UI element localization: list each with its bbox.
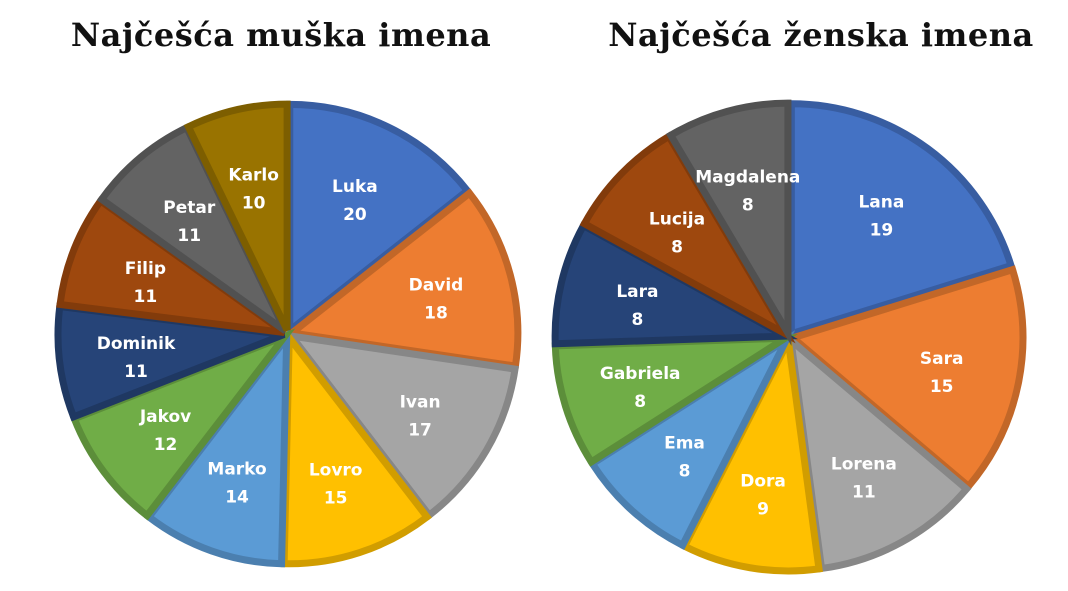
slice-value-label: 8	[679, 462, 691, 482]
slice-value-label: 17	[408, 421, 432, 441]
slice-name-label: Magdalena	[695, 168, 800, 188]
slice-name-label: Jakov	[139, 407, 191, 427]
slice-value-label: 8	[634, 392, 646, 412]
slice-value-label: 8	[632, 310, 644, 330]
slice-value-label: 20	[343, 205, 367, 225]
slice-value-label: 11	[177, 226, 201, 246]
slice-value-label: 19	[870, 221, 894, 241]
pie-slice-dora	[679, 329, 823, 575]
pie-slice-ivan	[283, 331, 519, 521]
pie-slice-gabriela	[551, 334, 798, 467]
slice-name-label: Dora	[740, 472, 786, 492]
slice-name-label: Luka	[332, 177, 378, 197]
male-names-chart: Najčešća muška imena Luka 20 David 18 Ivan 17…	[54, 16, 522, 568]
slice-name-label: Karlo	[228, 166, 279, 186]
slice-name-label: Lucija	[649, 210, 705, 230]
slice-name-label: Lara	[616, 282, 658, 302]
slice-value-label: 8	[742, 196, 754, 216]
pie-slice-filip	[56, 196, 287, 337]
slice-name-label: Gabriela	[600, 364, 681, 384]
pie-slice-magdalena	[665, 99, 792, 346]
slice-value-label: 8	[671, 238, 683, 258]
slice-value-label: 10	[242, 194, 266, 214]
slice-value-label: 9	[757, 500, 769, 520]
pie-slice-lorena	[786, 331, 972, 573]
slice-value-label: 11	[124, 362, 148, 382]
slice-name-label: Marko	[207, 459, 266, 479]
pie-slice-ema	[587, 330, 796, 550]
slice-name-label: Ivan	[400, 393, 441, 413]
slice-value-label: 14	[225, 487, 249, 507]
slice-name-label: Lovro	[309, 461, 363, 481]
pie-slice-jakov	[69, 328, 296, 521]
slice-value-label: 15	[930, 377, 954, 397]
slice-name-label: Lorena	[831, 455, 897, 475]
pie-slice-lovro	[280, 327, 432, 568]
slice-value-label: 15	[324, 489, 348, 509]
slice-value-label: 18	[424, 304, 448, 324]
slice-name-label: Ema	[664, 434, 705, 454]
pie-slice-sara	[785, 265, 1027, 492]
pie-slice-dominik	[54, 302, 286, 422]
pie-slice-luka	[286, 100, 473, 338]
slice-name-label: Petar	[163, 198, 216, 218]
slice-name-label: Sara	[920, 349, 964, 369]
slice-value-label: 12	[154, 435, 178, 455]
slice-value-label: 11	[852, 483, 876, 503]
pie-slice-lara	[551, 220, 798, 348]
pie-chart-female: Lana 19 Sara 15 Lorena 11 Dora 9 Ema 8 Gabriela 8 La…	[551, 99, 1027, 575]
chart-title: Najčešća muška imena	[70, 16, 492, 54]
chart-title: Najčešća ženska imena	[608, 16, 1034, 54]
slice-name-label: Lana	[858, 193, 904, 213]
slice-value-label: 11	[134, 287, 158, 307]
pie-slice-lucija	[579, 131, 796, 344]
pie-slice-david	[283, 188, 522, 371]
pie-slice-petar	[96, 122, 289, 334]
pie-slice-marko	[144, 327, 291, 568]
pie-slice-lana	[787, 100, 1016, 339]
female-names-chart: Najčešća ženska imena Lana 19 Sara 15 Lorena…	[534, 0, 1068, 591]
slice-name-label: Dominik	[97, 334, 176, 354]
pie-slice-karlo	[183, 100, 291, 332]
pie-chart-male: Luka 20 David 18 Ivan 17 Lovro 15 Marko 14 Jakov 12…	[54, 100, 522, 568]
slice-name-label: David	[409, 276, 464, 296]
slice-name-label: Filip	[125, 259, 166, 279]
